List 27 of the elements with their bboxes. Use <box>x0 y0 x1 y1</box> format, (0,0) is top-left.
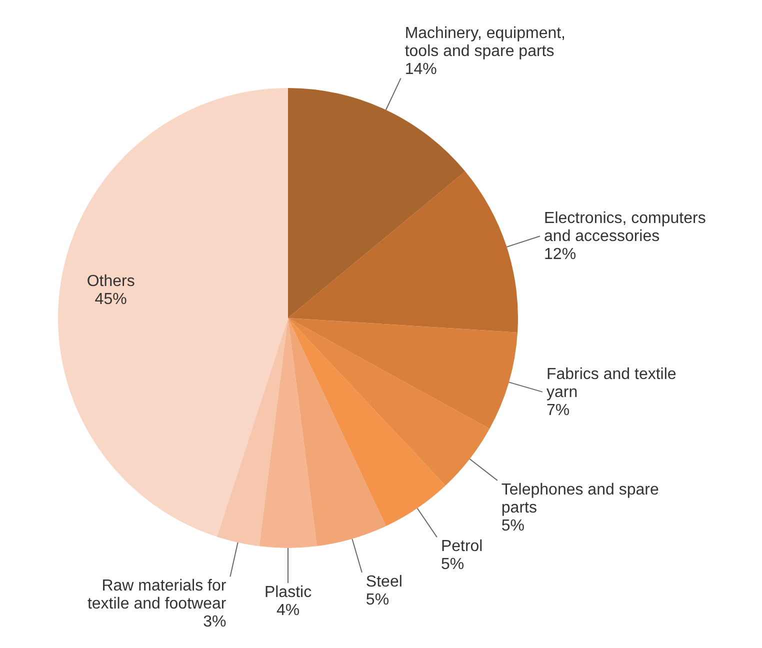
pie-slice <box>288 171 518 332</box>
data-label: 45% <box>94 290 127 308</box>
slice-label: Raw materials for textile and footwear <box>87 578 227 613</box>
pie-slice <box>288 318 386 546</box>
slice-label: Petrol <box>440 538 483 556</box>
slice-label: Telephones and spare parts <box>501 481 659 516</box>
data-label: 5% <box>366 591 390 608</box>
data-label: 5% <box>501 517 525 534</box>
data-label: 4% <box>276 602 300 619</box>
data-label: 3% <box>203 614 226 631</box>
slice-label: Fabrics and textile yarn <box>546 366 676 401</box>
data-label: 5% <box>440 556 464 574</box>
pie-slice <box>288 88 466 318</box>
pie-slice <box>259 318 317 548</box>
pie-slice <box>288 318 518 429</box>
slice-label: Plastic <box>264 584 312 601</box>
slice-label: Others <box>86 272 135 290</box>
pie-slice <box>288 318 446 526</box>
pie-slice <box>216 318 288 546</box>
data-label: 7% <box>546 402 570 419</box>
slice-label: Machinery, equipment, tools and spare parts <box>404 25 566 60</box>
pie-slice <box>58 88 288 537</box>
slice-label: Electronics, computers and accessories <box>544 210 706 246</box>
data-label: 12% <box>544 246 576 264</box>
data-label: 14% <box>404 61 437 78</box>
pie-slice <box>288 318 490 486</box>
slice-label: Steel <box>366 573 402 590</box>
